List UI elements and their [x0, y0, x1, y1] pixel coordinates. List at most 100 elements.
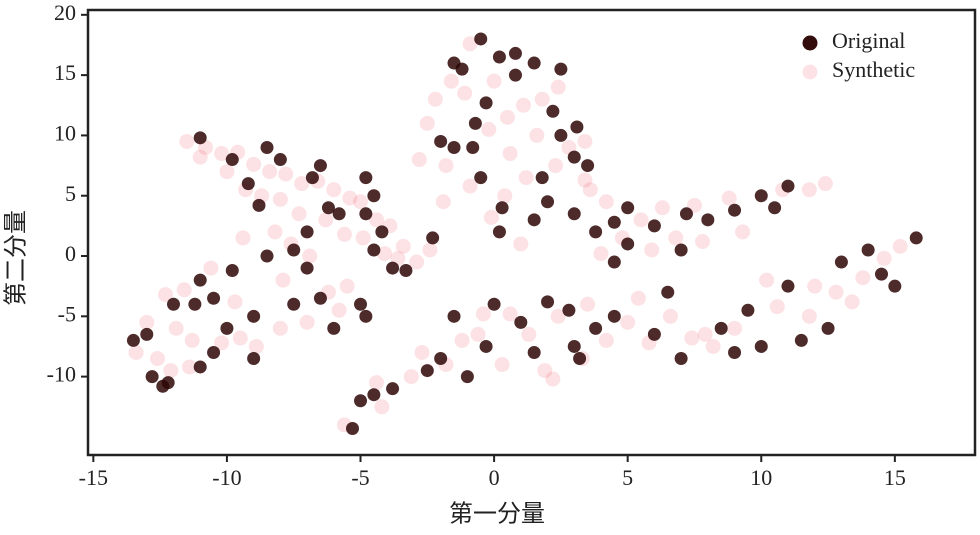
- original-point: [332, 207, 346, 221]
- synthetic-point: [157, 287, 173, 303]
- original-point: [220, 321, 234, 335]
- original-point: [554, 128, 568, 142]
- original-point: [794, 333, 808, 347]
- synthetic-point: [374, 399, 390, 415]
- x-tick-label: 10: [750, 465, 772, 490]
- synthetic-point: [769, 299, 785, 315]
- original-point: [367, 388, 381, 402]
- synthetic-point: [817, 176, 833, 192]
- synthetic-point: [331, 302, 347, 318]
- synthetic-point: [759, 272, 775, 288]
- synthetic-point: [427, 91, 443, 107]
- original-point: [492, 50, 506, 64]
- synthetic-point: [876, 250, 892, 266]
- synthetic-point: [662, 308, 678, 324]
- x-tick-label: -10: [212, 465, 241, 490]
- synthetic-point: [267, 224, 283, 240]
- synthetic-point: [844, 294, 860, 310]
- synthetic-point: [684, 330, 700, 346]
- synthetic-point: [443, 73, 459, 89]
- synthetic-point: [481, 121, 497, 137]
- synthetic-point: [409, 254, 425, 270]
- synthetic-point: [272, 191, 288, 207]
- original-point: [207, 291, 221, 305]
- synthetic-point: [454, 332, 470, 348]
- original-point: [781, 179, 795, 193]
- synthetic-point: [697, 326, 713, 342]
- original-point: [140, 327, 154, 341]
- original-point: [567, 339, 581, 353]
- original-point: [674, 243, 688, 257]
- original-point: [386, 382, 400, 396]
- original-point: [260, 249, 274, 263]
- synthetic-point: [727, 320, 743, 336]
- synthetic-point: [593, 246, 609, 262]
- original-point: [728, 345, 742, 359]
- original-point: [327, 321, 341, 335]
- original-point: [647, 327, 661, 341]
- original-point: [514, 315, 528, 329]
- synthetic-point: [494, 357, 510, 373]
- plot-frame: [86, 8, 977, 457]
- synthetic-point: [419, 115, 435, 131]
- synthetic-point: [214, 146, 230, 162]
- original-point: [447, 140, 461, 154]
- original-point: [607, 309, 621, 323]
- synthetic-point: [513, 236, 529, 252]
- original-point: [468, 116, 482, 130]
- legend-marker: [802, 35, 818, 51]
- synthetic-point: [668, 230, 684, 246]
- original-point: [305, 171, 319, 185]
- original-point: [479, 96, 493, 110]
- original-point: [589, 321, 603, 335]
- original-point: [546, 104, 560, 118]
- synthetic-point: [550, 308, 566, 324]
- synthetic-point: [291, 206, 307, 222]
- original-point: [492, 225, 506, 239]
- original-point: [434, 352, 448, 366]
- original-point: [479, 339, 493, 353]
- synthetic-point: [548, 158, 564, 174]
- synthetic-point: [855, 270, 871, 286]
- x-tick-label: -5: [351, 465, 369, 490]
- synthetic-point: [272, 320, 288, 336]
- original-point: [535, 171, 549, 185]
- y-axis-label: 第二分量: [3, 210, 30, 306]
- original-point: [508, 46, 522, 60]
- synthetic-point: [486, 73, 502, 89]
- synthetic-point: [654, 200, 670, 216]
- original-point: [359, 171, 373, 185]
- synthetic-point: [342, 190, 358, 206]
- synthetic-point: [537, 363, 553, 379]
- legend-label: Synthetic: [832, 57, 915, 82]
- original-point: [554, 62, 568, 76]
- original-point: [313, 159, 327, 173]
- original-point: [434, 134, 448, 148]
- synthetic-point: [353, 194, 369, 210]
- original-point: [573, 352, 587, 366]
- synthetic-point: [149, 351, 165, 367]
- original-point: [621, 201, 635, 215]
- original-point: [447, 309, 461, 323]
- synthetic-point: [598, 194, 614, 210]
- original-point: [495, 201, 509, 215]
- original-point: [252, 198, 266, 212]
- original-point: [679, 207, 693, 221]
- original-point: [420, 364, 434, 378]
- synthetic-point: [369, 212, 385, 228]
- synthetic-point: [214, 335, 230, 351]
- original-point: [527, 345, 541, 359]
- synthetic-point: [182, 359, 198, 375]
- original-point: [701, 213, 715, 227]
- original-point: [166, 297, 180, 311]
- x-tick-label: 0: [489, 465, 500, 490]
- original-point: [193, 273, 207, 287]
- original-point: [874, 267, 888, 281]
- synthetic-point: [339, 278, 355, 294]
- original-point: [359, 207, 373, 221]
- original-point: [300, 261, 314, 275]
- y-tick-label: 15: [54, 60, 76, 85]
- original-point: [241, 177, 255, 191]
- synthetic-point: [227, 294, 243, 310]
